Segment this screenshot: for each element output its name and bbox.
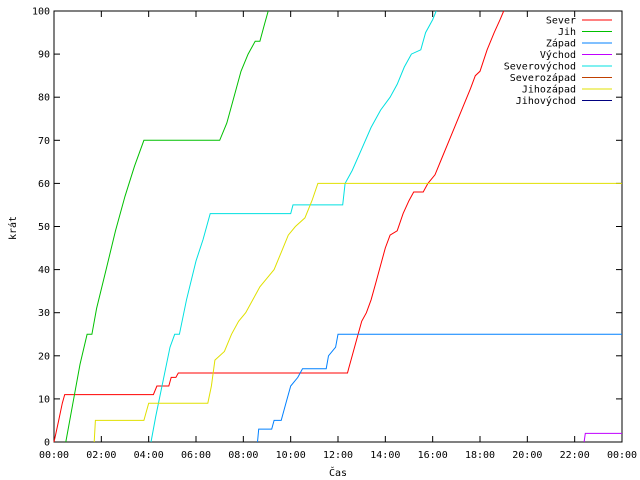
x-tick-label: 06:00	[181, 450, 211, 461]
y-tick-label: 100	[32, 7, 50, 18]
x-axis-label: Čas	[329, 466, 347, 479]
series-line-3	[583, 432, 622, 443]
x-tick-label: 12:00	[323, 450, 353, 461]
legend-label: Jihovýchod	[516, 95, 576, 107]
legend-label: Severozápad	[510, 72, 576, 84]
legend-label: Severovýchod	[504, 61, 576, 73]
y-tick-label: 60	[38, 179, 50, 190]
x-tick-label: 20:00	[512, 450, 542, 461]
y-tick-label: 30	[38, 308, 50, 319]
y-tick-label: 70	[38, 136, 50, 147]
y-tick-label: 10	[38, 394, 50, 405]
y-axis-label: krát	[7, 216, 19, 240]
y-tick-label: 90	[38, 50, 50, 61]
legend-label: Východ	[540, 49, 576, 61]
x-tick-label: 00:00	[607, 450, 637, 461]
x-tick-label: 16:00	[418, 450, 448, 461]
legend-label: Sever	[546, 16, 576, 27]
series-line-2	[257, 333, 622, 443]
x-tick-label: 18:00	[465, 450, 495, 461]
legend-label: Západ	[546, 38, 576, 50]
x-tick-label: 02:00	[86, 450, 116, 461]
y-tick-label: 80	[38, 93, 50, 104]
legend-label: Jihozápad	[522, 84, 576, 96]
x-tick-label: 04:00	[134, 450, 164, 461]
y-tick-label: 20	[38, 351, 50, 362]
y-tick-label: 50	[38, 222, 50, 233]
x-tick-label: 08:00	[228, 450, 258, 461]
y-tick-label: 0	[44, 438, 50, 449]
series-line-6	[93, 182, 622, 443]
series-line-0	[53, 10, 505, 443]
x-tick-label: 10:00	[276, 450, 306, 461]
x-tick-label: 00:00	[39, 450, 69, 461]
axis-ticks: 0 10 20 30 40 50 60 70 80 90 100 00:00 02:00 04:00 06:…	[32, 7, 637, 462]
y-tick-label: 40	[38, 265, 50, 276]
series-lines	[53, 10, 622, 443]
legend: SeverJihZápadVýchodSeverovýchodSeverozáp…	[504, 16, 612, 107]
series-line-1	[65, 10, 269, 443]
x-tick-label: 14:00	[370, 450, 400, 461]
x-tick-label: 22:00	[560, 450, 590, 461]
series-line-4	[150, 10, 437, 443]
legend-label: Jih	[558, 27, 576, 38]
